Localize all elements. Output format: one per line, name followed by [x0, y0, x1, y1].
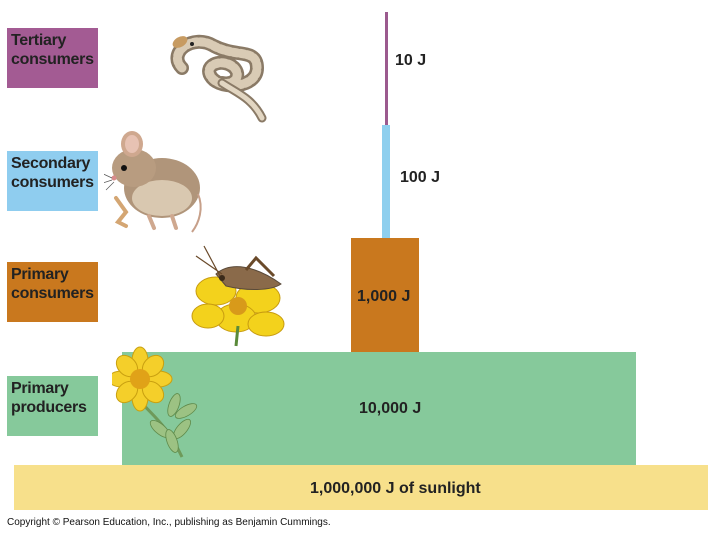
tertiary-consumers-bar — [385, 12, 388, 125]
secondary-consumers-energy-label: 100 J — [400, 169, 441, 186]
producers-energy-label: 10,000 J — [359, 400, 422, 417]
grasshopper-on-flower-icon — [191, 245, 285, 347]
secondary-label-line1: Secondary — [11, 155, 91, 172]
tertiary-label-line1: Tertiary — [11, 32, 67, 49]
primary-consumers-label: Primary consumers — [7, 262, 98, 322]
primary-producers-label: Primary producers — [7, 376, 98, 436]
tertiary-consumers-energy-label: 10 J — [395, 52, 427, 69]
mouse-icon — [104, 131, 202, 233]
primary-consumers-energy-label: 1,000 J — [357, 288, 411, 305]
secondary-label-line2: consumers — [11, 174, 94, 191]
snake-icon — [170, 34, 267, 123]
producers-bar — [122, 352, 636, 465]
secondary-consumers-bar — [382, 125, 390, 238]
producers-label-line2: producers — [11, 399, 87, 416]
primary-consumers-bar — [351, 238, 419, 352]
secondary-consumers-label: Secondary consumers — [7, 151, 98, 211]
copyright-notice: Copyright © Pearson Education, Inc., pub… — [7, 517, 331, 528]
sunlight-bar — [14, 465, 708, 510]
producers-label-line1: Primary — [11, 380, 69, 397]
flower-plant-icon — [112, 346, 198, 458]
primary-consumers-label-line2: consumers — [11, 285, 94, 302]
primary-consumers-label-line1: Primary — [11, 266, 69, 283]
tertiary-consumers-label: Tertiary consumers — [7, 28, 98, 88]
sunlight-label: 1,000,000 J of sunlight — [310, 480, 481, 497]
tertiary-label-line2: consumers — [11, 51, 94, 68]
